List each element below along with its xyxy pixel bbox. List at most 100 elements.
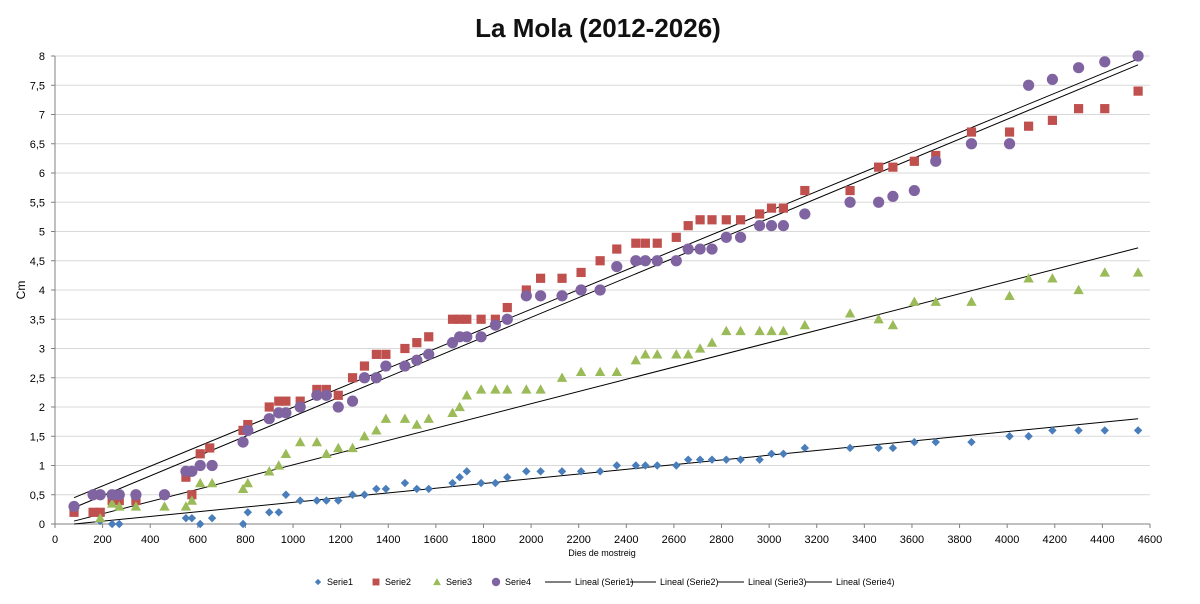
legend-label-trendline: Lineal (Serie3): [748, 577, 807, 587]
point-serie2: [424, 332, 434, 342]
point-serie2: [1073, 104, 1084, 114]
point-serie1: [312, 496, 322, 505]
point-serie3: [475, 384, 487, 394]
point-serie3: [1023, 273, 1034, 283]
point-serie2: [874, 162, 884, 172]
point-serie4: [94, 489, 106, 501]
point-serie2: [243, 419, 253, 430]
point-serie2: [931, 150, 941, 161]
point-serie1: [238, 519, 248, 529]
point-serie4: [887, 190, 899, 202]
point-serie1: [736, 455, 745, 464]
point-serie2: [536, 273, 546, 283]
point-serie4: [320, 389, 332, 401]
point-serie4: [575, 284, 587, 296]
point-serie4: [1099, 56, 1111, 68]
point-serie1: [424, 484, 433, 494]
point-serie2: [1133, 86, 1143, 96]
x-tick-label: 4600: [1138, 534, 1162, 546]
point-serie1: [595, 467, 605, 476]
point-serie4: [206, 459, 218, 472]
point-serie3: [159, 501, 170, 511]
point-serie1: [707, 455, 717, 464]
point-serie4: [765, 220, 778, 232]
x-tick-label: 2200: [566, 534, 590, 546]
x-tick-label: 2600: [662, 534, 686, 546]
point-serie1: [576, 467, 586, 476]
point-serie1: [967, 437, 976, 447]
point-serie3: [873, 314, 884, 324]
x-tick-label: 2800: [709, 534, 733, 546]
legend-label-trendline: Lineal (Serie2): [660, 577, 719, 587]
point-serie1: [1100, 426, 1109, 435]
point-serie3: [371, 425, 382, 435]
point-serie2: [195, 449, 205, 459]
point-serie4: [294, 401, 306, 413]
point-serie3: [130, 501, 142, 511]
x-tick-label: 2400: [614, 534, 638, 546]
point-serie3: [359, 431, 370, 441]
point-serie4: [1022, 79, 1035, 91]
point-serie4: [734, 231, 747, 243]
point-serie3: [311, 436, 323, 447]
point-serie3: [778, 325, 789, 336]
point-serie1: [281, 490, 291, 499]
point-serie4: [1132, 50, 1144, 62]
x-tick-label: 3400: [852, 534, 876, 546]
point-serie4: [358, 372, 371, 384]
point-serie2: [131, 496, 141, 506]
point-serie3: [611, 366, 622, 377]
point-serie2: [312, 384, 322, 395]
point-serie4: [844, 196, 856, 208]
point-serie4: [242, 424, 254, 436]
point-serie1: [448, 478, 457, 488]
point-serie3: [652, 349, 663, 359]
point-serie2: [476, 314, 486, 324]
point-serie4: [332, 401, 344, 413]
point-serie1: [800, 443, 810, 453]
point-serie1: [207, 513, 217, 523]
legend-label-serie4: Serie4: [505, 577, 531, 587]
point-serie1: [910, 437, 919, 447]
point-serie3: [321, 448, 332, 458]
point-serie4: [908, 184, 920, 197]
point-serie3: [106, 498, 118, 508]
point-serie4: [423, 348, 435, 360]
point-serie2: [371, 349, 381, 359]
point-serie4: [799, 208, 811, 220]
point-serie4: [475, 331, 487, 343]
point-serie4: [461, 331, 473, 343]
x-tick-label: 400: [141, 534, 159, 546]
point-serie4: [280, 407, 292, 419]
point-serie1: [412, 484, 422, 494]
point-serie1: [722, 455, 731, 464]
point-serie3: [454, 401, 465, 412]
legend-marker-serie1: [314, 578, 322, 586]
point-serie3: [95, 512, 106, 523]
point-serie3: [1004, 290, 1015, 301]
point-serie2: [966, 127, 977, 137]
x-tick-label: 1800: [471, 534, 495, 546]
data-markers: [68, 50, 1144, 529]
point-serie3: [754, 325, 765, 336]
point-serie2: [462, 314, 472, 324]
point-serie1: [503, 473, 512, 482]
point-serie3: [535, 384, 546, 394]
point-serie3: [347, 442, 358, 453]
point-serie4: [777, 220, 790, 232]
point-serie2: [735, 215, 746, 225]
y-tick-label: 6,5: [30, 139, 45, 151]
point-serie1: [522, 467, 531, 476]
point-serie1: [641, 461, 650, 470]
point-serie2: [281, 396, 291, 406]
point-serie4: [311, 389, 323, 401]
y-tick-label: 1,5: [30, 431, 45, 443]
x-tick-label: 3200: [804, 534, 828, 546]
y-tick-label: 0: [39, 519, 45, 531]
y-tick-label: 1: [39, 461, 45, 473]
y-tick-label: 7: [39, 110, 45, 122]
point-serie1: [196, 519, 205, 529]
point-serie1: [874, 443, 883, 453]
point-serie2: [88, 507, 98, 517]
point-serie4: [535, 290, 547, 302]
